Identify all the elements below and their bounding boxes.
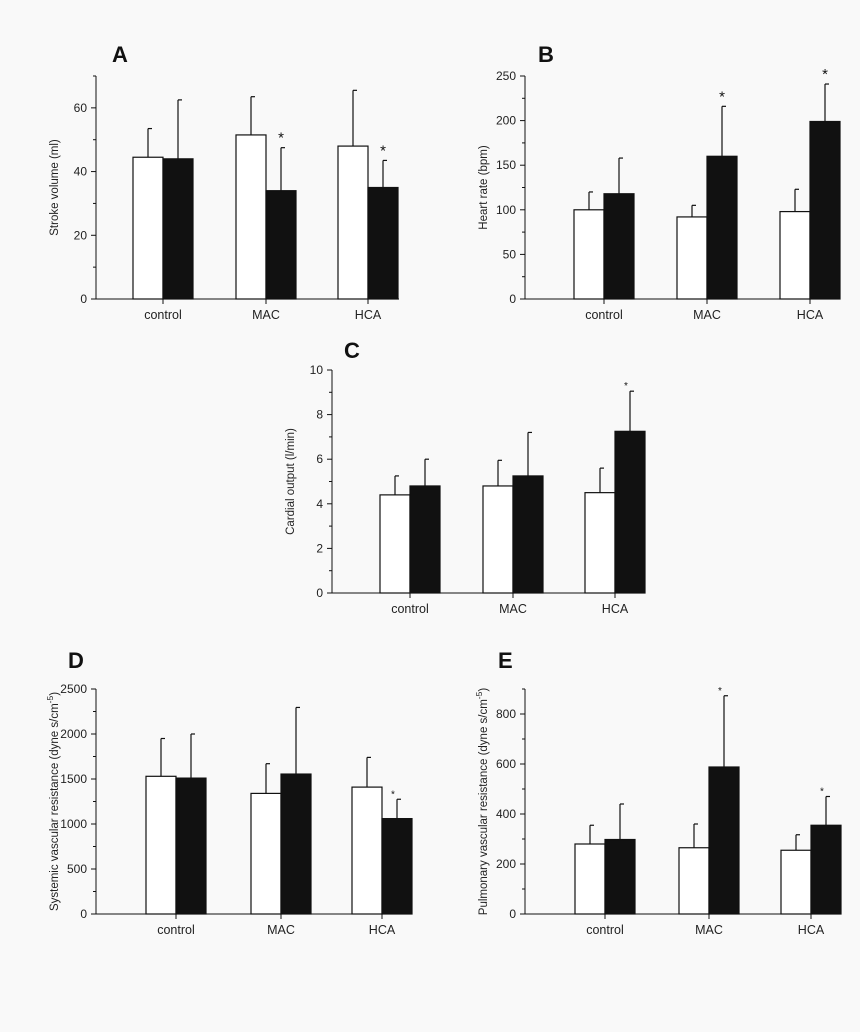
y-tick-label: 2500	[60, 682, 87, 696]
significance-star: *	[718, 686, 722, 697]
y-tick-label: 600	[496, 757, 516, 771]
panel-letter: B	[538, 42, 554, 67]
significance-star: *	[822, 66, 828, 83]
y-tick-label: 0	[509, 292, 516, 306]
y-tick-label: 40	[74, 165, 88, 179]
y-tick-label: 100	[496, 203, 516, 217]
significance-star: *	[820, 787, 824, 798]
bar-black	[708, 766, 740, 915]
bar-white	[780, 849, 812, 915]
bar-black	[409, 485, 441, 594]
y-tick-label: 0	[80, 292, 87, 306]
bar-black	[381, 817, 413, 915]
category-label: MAC	[693, 308, 721, 322]
y-axis-title: Cardial output (l/min)	[285, 428, 297, 535]
bar-white	[379, 494, 411, 594]
panel-letter: A	[112, 42, 128, 67]
category-label: control	[586, 923, 624, 937]
bar-white	[351, 786, 383, 915]
y-tick-label: 400	[496, 807, 516, 821]
bar-white	[676, 216, 708, 300]
bar-white	[779, 210, 811, 300]
bar-white	[145, 775, 177, 915]
category-label: MAC	[695, 923, 723, 937]
category-label: control	[144, 308, 182, 322]
category-label: control	[391, 602, 429, 616]
significance-star: *	[624, 381, 628, 392]
y-tick-label: 6	[316, 452, 323, 466]
bar-white	[584, 492, 616, 594]
bar-white	[678, 847, 710, 915]
bar-black	[614, 430, 646, 594]
panel-c: C 0 2 4 6 8 10 Cardial output (l/min) control MAC…	[285, 338, 646, 616]
y-tick-label: 60	[74, 101, 88, 115]
y-tick-label: 0	[509, 907, 516, 921]
bar-white	[573, 209, 605, 300]
category-label: MAC	[267, 923, 295, 937]
bar-white	[235, 134, 267, 300]
category-label: HCA	[355, 308, 382, 322]
y-tick-label: 200	[496, 114, 516, 128]
y-tick-label: 2	[316, 541, 323, 555]
y-tick-label: 20	[74, 228, 88, 242]
y-tick-label: 150	[496, 158, 516, 172]
significance-star: *	[380, 142, 386, 159]
category-label: HCA	[798, 923, 825, 937]
panel-letter: D	[68, 648, 84, 673]
y-axis-title: Stroke volume (ml)	[49, 139, 61, 236]
y-tick-label: 500	[67, 862, 87, 876]
panel-a: A 0 20 40 60 Stroke volume (ml) control MAC * HCA…	[49, 42, 399, 322]
bar-black	[512, 475, 544, 594]
y-tick-label: 0	[80, 907, 87, 921]
panel-letter: C	[344, 338, 360, 363]
bar-white	[482, 485, 514, 594]
bar-black	[367, 186, 399, 300]
bar-white	[337, 145, 369, 300]
category-label: MAC	[252, 308, 280, 322]
y-tick-label: 200	[496, 857, 516, 871]
category-label: MAC	[499, 602, 527, 616]
y-tick-label: 1000	[60, 817, 87, 831]
y-tick-label: 8	[316, 408, 323, 422]
y-axis-title: Heart rate (bpm)	[478, 145, 490, 230]
panel-e: E 0 200 400 600 800 Pulmonary vascular resista…	[474, 648, 842, 937]
y-axis-title: Pulmonary vascular resistance (dyne s/cm…	[474, 688, 490, 916]
bar-black	[810, 824, 842, 915]
significance-star: *	[719, 88, 725, 105]
bar-black	[809, 120, 841, 300]
y-tick-label: 800	[496, 707, 516, 721]
bar-white	[574, 843, 606, 915]
category-label: HCA	[602, 602, 629, 616]
bar-black	[175, 777, 207, 915]
y-tick-label: 1500	[60, 772, 87, 786]
y-tick-label: 0	[316, 586, 323, 600]
y-tick-label: 4	[316, 497, 323, 511]
significance-star: *	[278, 130, 284, 147]
bar-white	[250, 792, 282, 915]
panel-b: B 0 50 100 150 200 250 Heart rate (bpm) control M…	[478, 42, 841, 322]
bar-black	[280, 773, 312, 915]
bar-white	[132, 156, 164, 300]
category-label: HCA	[797, 308, 824, 322]
panel-letter: E	[498, 648, 513, 673]
bar-black	[603, 193, 635, 300]
y-tick-label: 50	[503, 247, 517, 261]
bar-black	[706, 155, 738, 300]
y-tick-label: 250	[496, 69, 516, 83]
y-axis-title: Systemic vascular resistance (dyne s/cm-…	[45, 692, 61, 911]
bar-black	[604, 838, 636, 915]
category-label: HCA	[369, 923, 396, 937]
y-tick-label: 10	[310, 363, 324, 377]
bar-black	[265, 190, 297, 300]
bar-black	[162, 158, 194, 300]
significance-star: *	[391, 789, 395, 800]
y-tick-label: 2000	[60, 727, 87, 741]
category-label: control	[157, 923, 195, 937]
category-label: control	[585, 308, 623, 322]
